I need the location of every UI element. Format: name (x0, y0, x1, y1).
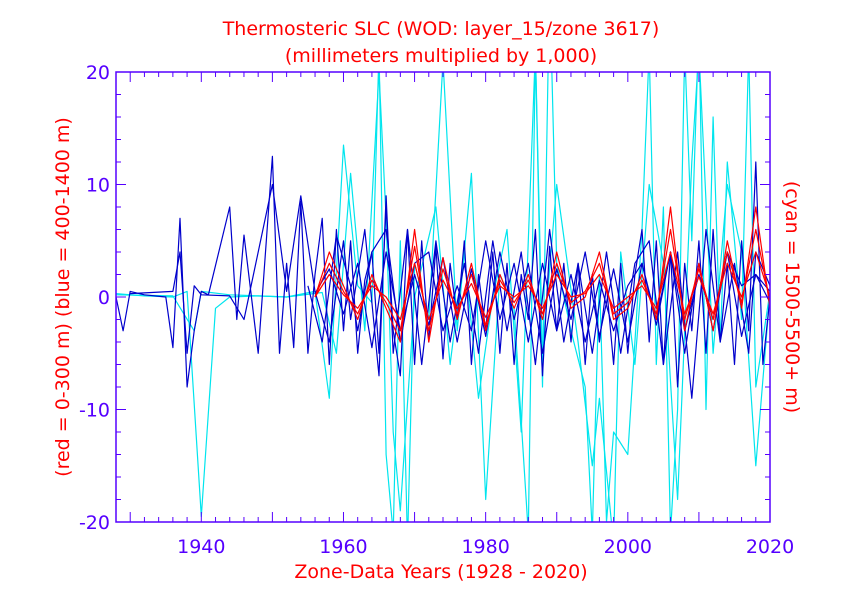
series-layer (116, 72, 770, 522)
series-line-blue-5 (314, 251, 770, 354)
x-tick-label: 2020 (746, 536, 794, 558)
y-tick-label: 10 (86, 175, 110, 197)
y-tick-label: 20 (86, 62, 110, 84)
series-line-red-8 (314, 251, 770, 321)
y-tick-label: 0 (98, 287, 110, 309)
chart-subtitle: (millimeters multiplied by 1,000) (285, 45, 597, 67)
x-tick-label: 1980 (461, 536, 509, 558)
x-tick-label: 1960 (319, 536, 367, 558)
series-line-cyan-1 (116, 72, 770, 522)
x-tick-label: 1940 (177, 536, 225, 558)
y-tick-label: -10 (79, 400, 110, 422)
chart-title: Thermosteric SLC (WOD: layer_15/zone 361… (222, 18, 660, 40)
y-axis-label-left: (red = 0-300 m) (blue = 400-1400 m) (52, 117, 74, 477)
y-axis-label-right: (cyan = 1500-5500+ m) (781, 181, 803, 413)
x-tick-label: 2000 (604, 536, 652, 558)
series-line-blue-3 (130, 183, 770, 399)
series-line-red-7 (314, 228, 770, 332)
ticks-layer: 1940 1960 1980 2000 2020 -20 -10 0 10 20 (79, 62, 794, 558)
series-line-blue-4 (307, 228, 770, 343)
x-axis-label: Zone-Data Years (1928 - 2020) (294, 561, 587, 583)
series-line-blue-2 (116, 155, 770, 388)
y-tick-label: -20 (79, 512, 110, 534)
